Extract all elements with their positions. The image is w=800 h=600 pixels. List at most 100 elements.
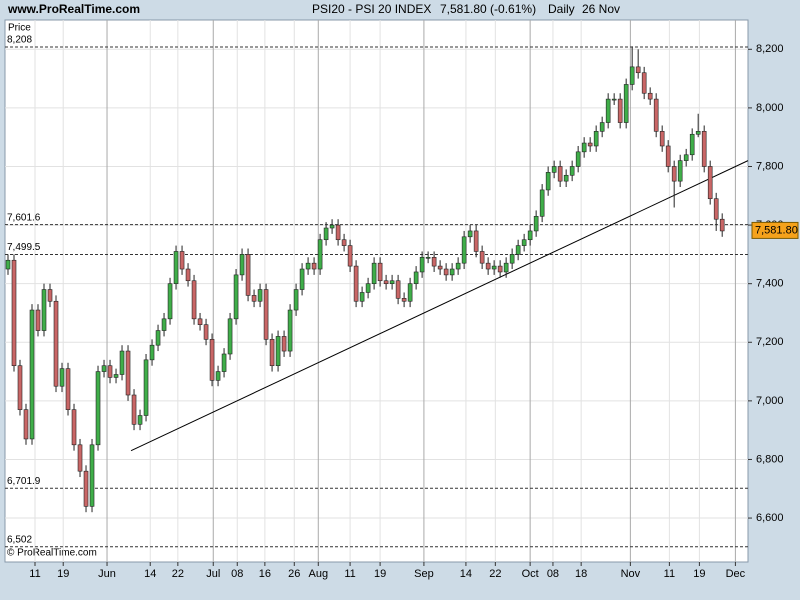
candle-body: [581, 142, 587, 153]
candle-body: [77, 444, 83, 472]
candle-body: [107, 365, 113, 378]
candle-body: [605, 98, 611, 123]
candle-body: [173, 251, 179, 284]
candle-body: [707, 166, 713, 200]
candle-body: [473, 230, 479, 252]
candle-body: [443, 268, 449, 276]
candle-body: [101, 365, 107, 372]
candle-body: [203, 324, 209, 340]
candle-body: [551, 166, 557, 173]
candle-body: [143, 359, 149, 416]
candle-body: [233, 274, 239, 320]
candle-body: [257, 289, 263, 302]
candle-body: [359, 292, 365, 302]
candle-body: [413, 271, 419, 284]
level-label: 7,499.5: [7, 242, 41, 253]
candle-body: [365, 283, 371, 293]
x-tick-label: 19: [57, 568, 69, 580]
candle-body: [227, 318, 233, 355]
level-label: 7,601.6: [7, 212, 41, 223]
candle-body: [11, 259, 17, 367]
candle-body: [95, 371, 101, 446]
y-tick-label: 7,000: [756, 395, 784, 407]
candle-body: [521, 239, 527, 246]
candle-body: [125, 350, 131, 396]
candle-body: [149, 344, 155, 361]
last-price-box: [751, 221, 799, 239]
candle-body: [641, 72, 647, 94]
candle-body: [569, 166, 575, 176]
candle-body: [677, 160, 683, 182]
candle-body: [71, 409, 77, 446]
candle-body: [665, 145, 671, 167]
candle-body: [545, 172, 551, 191]
candle-body: [185, 268, 191, 282]
candle-body: [371, 262, 377, 284]
candle-body: [23, 409, 29, 440]
candle-body: [29, 309, 35, 440]
candle-body: [593, 131, 599, 147]
x-tick-label: 11: [664, 568, 675, 580]
candle-body: [17, 365, 23, 410]
candle-body: [599, 122, 605, 132]
candle-body: [647, 92, 653, 100]
candle-body: [311, 262, 317, 270]
candle-body: [329, 224, 335, 229]
candle-body: [539, 189, 545, 217]
x-tick-label: Aug: [308, 568, 328, 580]
candle-body: [245, 254, 251, 296]
candle-body: [461, 236, 467, 264]
candle-body: [431, 257, 437, 267]
x-tick-label: 22: [489, 568, 501, 580]
candle-body: [293, 289, 299, 311]
candle-body: [287, 309, 293, 352]
candle-body: [491, 265, 497, 270]
candle-body: [533, 215, 539, 232]
level-label: 6,701.9: [7, 476, 41, 487]
y-tick-label: 7,200: [756, 336, 784, 348]
candle-body: [689, 133, 695, 156]
y-tick-label: 7,400: [756, 278, 784, 290]
x-tick-label: 11: [344, 568, 355, 580]
candle-body: [701, 131, 707, 167]
candle-body: [119, 350, 125, 375]
candle-body: [341, 239, 347, 246]
level-label: 8,208: [7, 35, 32, 46]
y-label: Price: [8, 23, 31, 34]
candle-body: [395, 280, 401, 299]
candle-body: [527, 230, 533, 241]
candle-body: [509, 254, 515, 264]
candle-body: [695, 131, 701, 135]
x-tick-label: 14: [144, 568, 156, 580]
candle-body: [131, 394, 137, 425]
candle-body: [449, 268, 455, 276]
x-tick-label: 08: [547, 568, 559, 580]
candle-body: [497, 265, 503, 273]
candle-body: [89, 444, 95, 507]
candle-body: [389, 280, 395, 284]
price-text: 7,581.80 (-0.61%): [440, 2, 536, 16]
candle-body: [377, 262, 383, 282]
candle-body: [215, 371, 221, 381]
candle-body: [155, 330, 161, 346]
last-price-label: 7,581.80: [755, 224, 798, 236]
x-tick-label: 08: [231, 568, 243, 580]
candle-body: [323, 227, 329, 241]
candle-body: [659, 131, 665, 147]
candle-body: [137, 415, 143, 425]
candle-body: [209, 339, 215, 381]
candle-body: [191, 280, 197, 320]
candle-body: [299, 268, 305, 290]
x-tick-label: Jun: [98, 568, 116, 580]
candle-body: [455, 262, 461, 270]
candle-body: [305, 262, 311, 270]
candle-body: [515, 245, 521, 255]
candle-body: [479, 251, 485, 264]
x-tick-label: 14: [460, 568, 472, 580]
candle-body: [653, 98, 659, 132]
y-tick-label: 7,800: [756, 160, 784, 172]
site: www.ProRealTime.com: [7, 2, 140, 16]
candle-body: [317, 239, 323, 270]
candle-body: [485, 262, 491, 270]
